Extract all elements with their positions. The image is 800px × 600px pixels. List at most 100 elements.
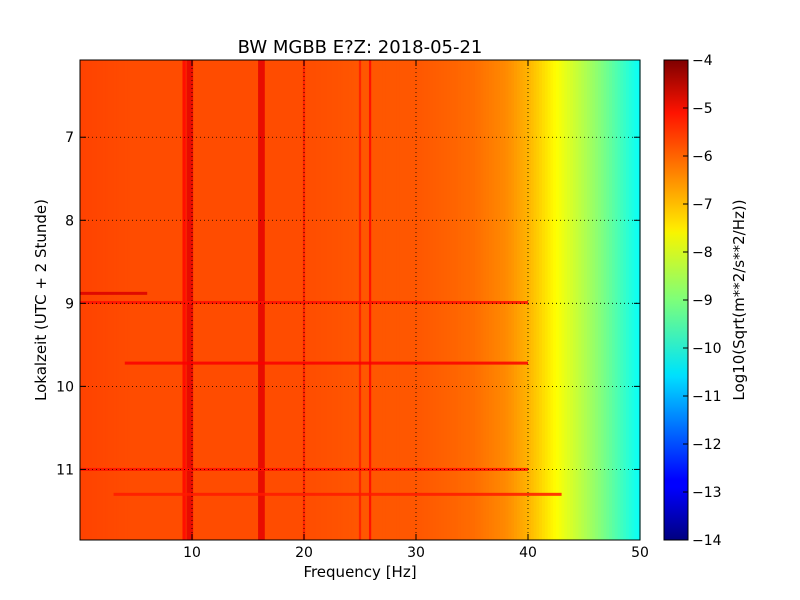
spectrum-column — [374, 60, 378, 540]
y-tick-label: 8 — [65, 213, 74, 229]
spectrum-column — [432, 60, 437, 540]
grid-lines — [80, 60, 640, 540]
spectrum-column — [556, 60, 560, 540]
spectrum-column — [222, 60, 227, 540]
spectrum-column — [96, 60, 101, 540]
spectrum-column — [564, 60, 568, 540]
spectrum-column — [589, 60, 593, 540]
time-event-line — [113, 492, 562, 496]
spectrum-column — [595, 60, 599, 540]
spectrum-column — [346, 60, 350, 540]
spectrum-column — [544, 60, 549, 540]
spectrum-column — [637, 60, 641, 540]
spectrum-column — [122, 60, 126, 540]
spectrum-column — [155, 60, 159, 540]
spectrum-column — [228, 60, 232, 540]
spectrum-column — [402, 60, 406, 540]
spectrum-column — [379, 60, 383, 540]
colorbar-tick-label: −6 — [692, 149, 713, 165]
spectrum-column — [511, 60, 515, 540]
spectrum-column — [178, 60, 182, 540]
spectrum-column — [295, 60, 299, 540]
spectrum-column — [340, 60, 344, 540]
spectrum-column — [533, 60, 537, 540]
spectrum-column — [130, 60, 134, 540]
spectrum-column — [427, 60, 431, 540]
spectrum-column — [127, 60, 131, 540]
colorbar-tick-label: −14 — [692, 533, 722, 549]
spectrum-column — [404, 60, 409, 540]
spectrum-column — [575, 60, 579, 540]
spectrum-column — [175, 60, 179, 540]
spectrum-column — [570, 60, 574, 540]
spectrum-column — [463, 60, 467, 540]
spectrum-column — [547, 60, 551, 540]
spectrum-column — [306, 60, 311, 540]
spectrum-column — [194, 60, 199, 540]
spectrum-column — [539, 60, 543, 540]
spectrum-column — [480, 60, 484, 540]
colorbar-tick-label: −4 — [692, 53, 713, 69]
time-event-line — [80, 300, 528, 304]
spectrum-column — [458, 60, 462, 540]
spectrum-column — [264, 60, 269, 540]
spectrum-column — [472, 60, 476, 540]
spectrum-column — [110, 60, 115, 540]
spectrum-column — [203, 60, 207, 540]
spectrum-column — [516, 60, 521, 540]
spectrum-column — [354, 60, 358, 540]
spectrum-column — [362, 60, 367, 540]
spectrum-column — [318, 60, 322, 540]
spectrum-column — [85, 60, 89, 540]
spectrum-column — [567, 60, 571, 540]
spectrum-column — [407, 60, 411, 540]
spectrum-column — [620, 60, 624, 540]
spectrum-column — [236, 60, 241, 540]
spectrum-column — [603, 60, 607, 540]
spectrum-column — [234, 60, 238, 540]
spectrum-column — [536, 60, 540, 540]
spectrum-column — [491, 60, 495, 540]
spectrum-column — [248, 60, 252, 540]
time-event-line — [124, 361, 529, 365]
spectrum-column — [304, 60, 308, 540]
spectrum-column — [360, 60, 364, 540]
spectrum-column — [390, 60, 395, 540]
spectrum-column — [483, 60, 487, 540]
spectrum-column — [598, 60, 602, 540]
spectrum-column — [508, 60, 512, 540]
spectrum-column — [147, 60, 151, 540]
spectrum-column — [600, 60, 605, 540]
colorbar-tick-label: −9 — [692, 293, 713, 309]
spectrum-column — [528, 60, 532, 540]
plot-frame — [79, 59, 641, 541]
spectrum-column — [500, 60, 504, 540]
spectrum-column — [497, 60, 501, 540]
colorbar-tick-label: −10 — [692, 341, 722, 357]
spectrum-column — [105, 60, 109, 540]
spectrum-column — [287, 60, 291, 540]
y-axis-label: Lokalzeit (UTC + 2 Stunde) — [32, 199, 50, 401]
spectrum-column — [80, 60, 84, 540]
spectrum-column — [382, 60, 386, 540]
spectrum-column — [225, 60, 229, 540]
spectrum-column — [365, 60, 369, 540]
colorbar-tick-label: −5 — [692, 101, 713, 117]
spectrum-column — [292, 60, 297, 540]
spectrum-column — [416, 60, 420, 540]
spectrum-column — [530, 60, 535, 540]
spectrum-column — [430, 60, 434, 540]
y-tick-label: 9 — [65, 296, 74, 312]
spectrum-column — [211, 60, 215, 540]
spectrum-column — [592, 60, 596, 540]
spectrum-column — [502, 60, 507, 540]
spectrum-column — [91, 60, 95, 540]
spectrum-column — [572, 60, 577, 540]
spectrum-column — [138, 60, 143, 540]
spectrum-column — [606, 60, 610, 540]
spectrum-column — [441, 60, 445, 540]
colorbar-ticks: −4 −5 −6 −7 −8 −9 −10 −11 −12 −13 −14 — [683, 53, 722, 549]
spectrum-column — [270, 60, 274, 540]
spectrogram-heatmap — [80, 60, 641, 540]
spectrum-column — [99, 60, 103, 540]
